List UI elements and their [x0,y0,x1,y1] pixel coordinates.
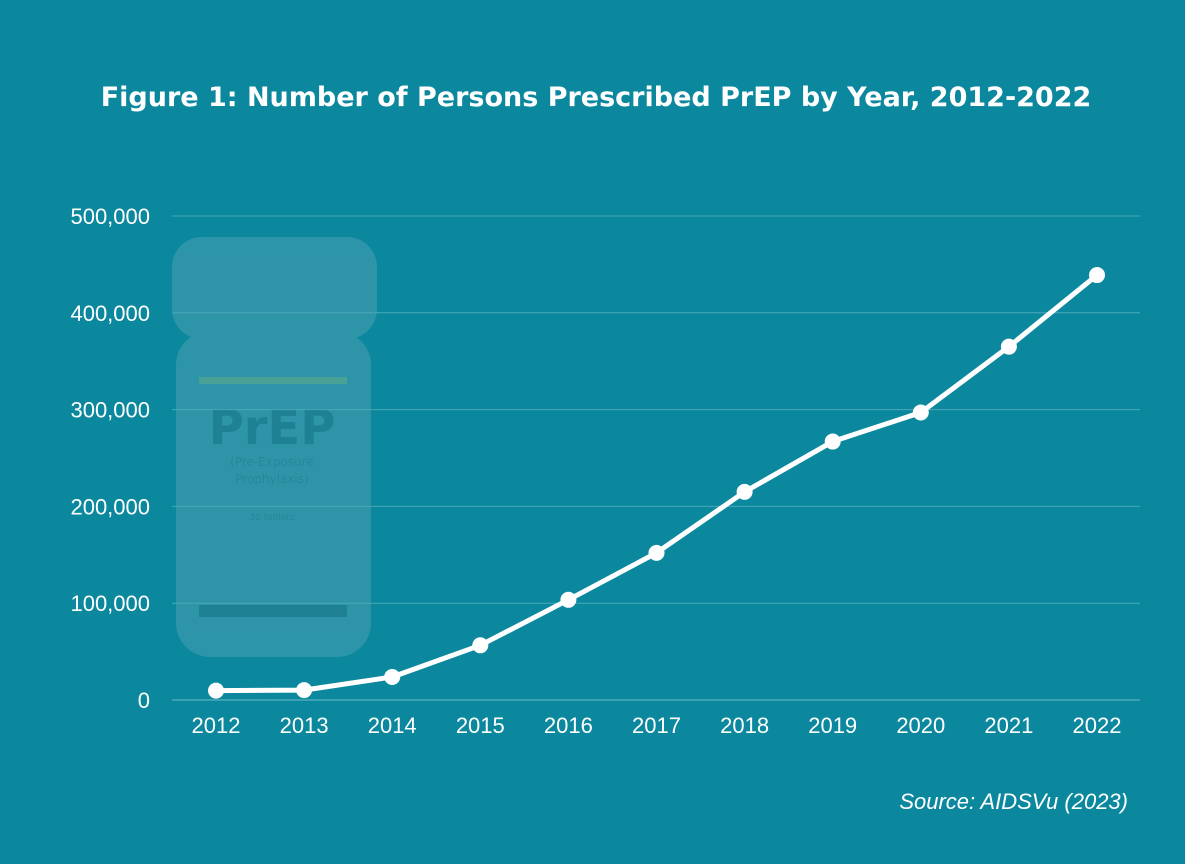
data-point-2022 [1089,267,1105,284]
x-tick-label: 2018 [720,713,769,738]
x-tick-label: 2021 [984,713,1033,738]
data-point-2018 [736,483,753,500]
data-point-2013 [296,682,313,699]
y-tick-label: 0 [138,688,150,713]
data-point-2012 [208,682,224,699]
y-axis-ticks: 0 100,000 200,000 300,000 400,000 500,000 [70,204,150,713]
series-points-group [208,267,1105,699]
x-tick-label: 2012 [192,713,241,738]
x-tick-label: 2020 [896,713,945,738]
x-tick-label: 2015 [456,713,505,738]
bottle-brand-text: PrEP [209,400,336,456]
data-point-2015 [472,637,489,654]
x-tick-label: 2022 [1073,713,1122,738]
bottle-cap [172,237,377,339]
data-point-2020 [912,404,929,421]
chart-title: Figure 1: Number of Persons Prescribed P… [101,82,1092,113]
data-point-2021 [1000,338,1017,355]
x-tick-label: 2017 [632,713,681,738]
data-point-2019 [824,433,841,450]
source-note: Source: AIDSVu (2023) [899,789,1128,814]
bottle-subtitle-line2: Prophylaxis) [235,472,308,486]
data-point-2017 [648,544,665,561]
bottle-subtitle-line1: (Pre-Exposure [230,455,314,469]
y-tick-label: 400,000 [70,301,150,326]
y-tick-label: 100,000 [70,591,150,616]
y-tick-label: 300,000 [70,398,150,423]
prep-bottle-image: PrEP (Pre-Exposure Prophylaxis) 30 table… [172,237,377,657]
bottle-label-stripe-bottom [199,605,347,617]
y-tick-label: 200,000 [70,494,150,519]
bottle-label-stripe-top [199,377,347,384]
bottle-count-text: 30 tablets [249,513,295,523]
x-tick-label: 2016 [544,713,593,738]
data-point-2014 [384,668,401,685]
x-axis-ticks: 2012 2013 2014 2015 2016 2017 2018 2019 2020 2021… [192,713,1122,738]
gridlines [172,215,1140,701]
bottle-body [176,331,371,657]
y-tick-label: 500,000 [70,204,150,229]
x-tick-label: 2019 [808,713,857,738]
data-point-2016 [560,591,577,608]
x-tick-label: 2014 [368,713,417,738]
x-tick-label: 2013 [280,713,329,738]
